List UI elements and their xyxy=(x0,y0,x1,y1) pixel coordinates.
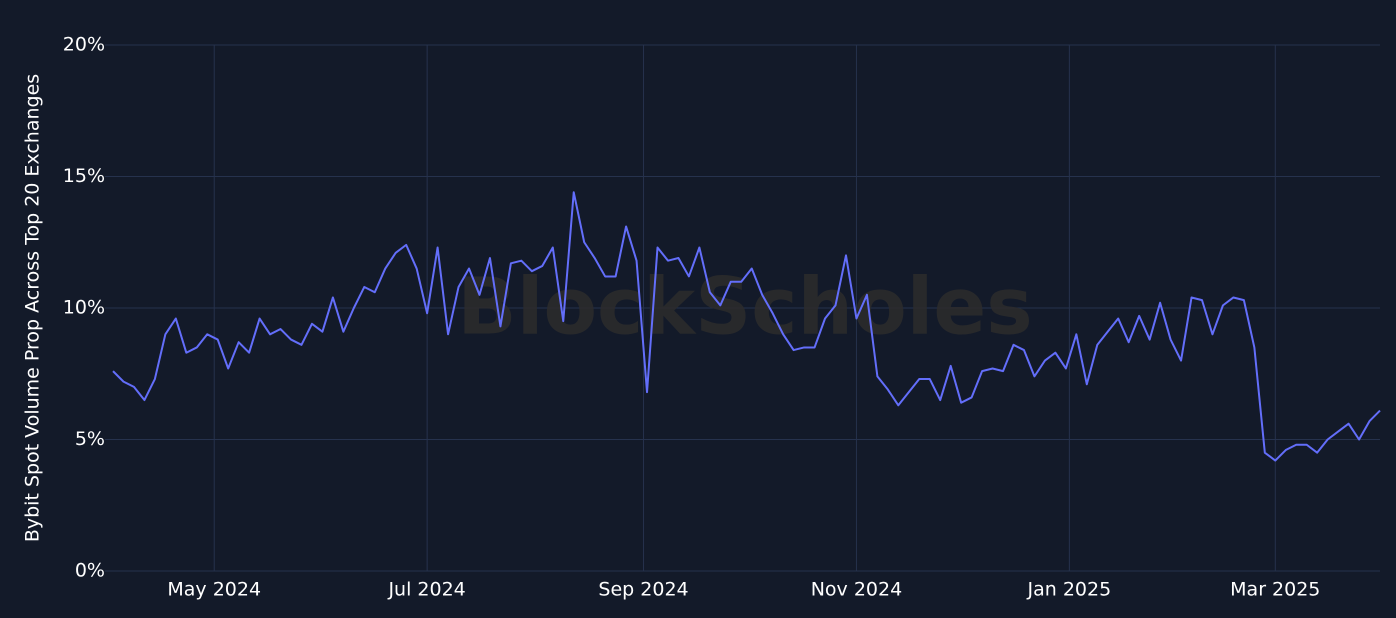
x-tick-label: Mar 2025 xyxy=(1230,579,1320,601)
x-tick-label: Jan 2025 xyxy=(1027,579,1112,601)
y-tick-label: 0% xyxy=(75,560,105,582)
x-tick-label: Jul 2024 xyxy=(387,579,465,601)
line xyxy=(112,191,1381,462)
y-tick-label: 5% xyxy=(75,428,105,450)
x-tick-label: May 2024 xyxy=(167,579,261,601)
y-tick-label: 15% xyxy=(63,165,105,187)
y-tick-label: 20% xyxy=(63,34,105,56)
x-tick-label: Sep 2024 xyxy=(598,579,688,601)
x-tick-label: Nov 2024 xyxy=(811,579,902,601)
y-tick-label: 10% xyxy=(63,297,105,319)
y-axis-label: Bybit Spot Volume Prop Across Top 20 Exc… xyxy=(22,74,44,542)
